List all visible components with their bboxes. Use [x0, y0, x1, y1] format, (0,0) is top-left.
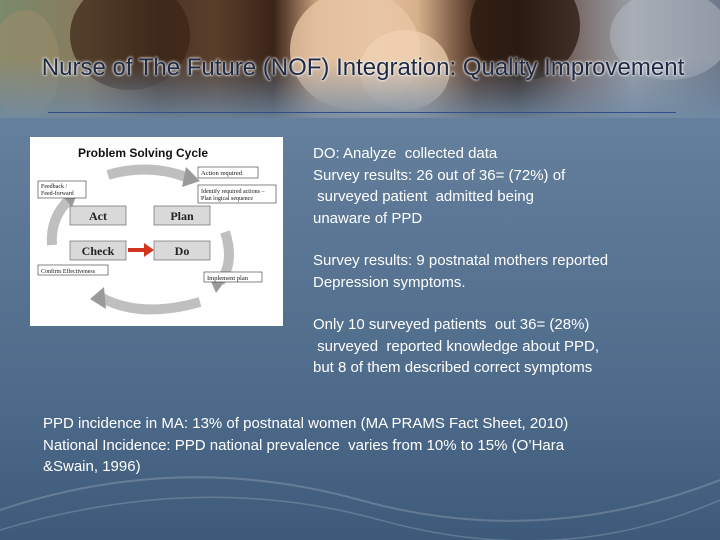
problem-solving-cycle-diagram: Problem Solving Cycle Act Plan Check Do — [30, 137, 283, 326]
text-line: &Swain, 1996) — [43, 458, 141, 475]
label-implement: Implement plan — [207, 275, 249, 282]
text-line: surveyed patient admitted being — [313, 188, 534, 205]
cycle-diagram-svg: Problem Solving Cycle Act Plan Check Do — [37, 146, 277, 315]
label-box-implement — [203, 271, 263, 283]
label-feedback-line1: Feedback / — [41, 184, 67, 190]
label-box-confirm — [37, 264, 109, 276]
stage-act-label: Act — [89, 209, 107, 223]
label-box-action-required — [197, 166, 259, 179]
text-line: Survey results: 26 out of 36= (72%) of — [313, 166, 566, 184]
text-line: Survey results: 9 postnatal mothers repo… — [313, 252, 609, 269]
label-identify-line1: Identify required actions – — [201, 188, 265, 195]
body-text: DO: Analyze collected data Survey result… — [313, 143, 703, 400]
stage-do-label: Do — [175, 244, 190, 258]
stage-check-box — [69, 240, 127, 261]
text-line: but 8 of them described correct symptoms — [313, 359, 593, 376]
diagram-heading: Problem Solving Cycle — [78, 146, 208, 160]
arrow-head-plan — [182, 167, 200, 187]
text-line: Depression symptoms. — [313, 273, 466, 291]
decorative-swirl — [0, 476, 720, 540]
header-photo-collage — [0, 0, 720, 118]
stage-plan-box — [153, 205, 211, 226]
label-confirm: Confirm Effectiveness — [41, 268, 96, 275]
slide-title: Nurse of The Future (NOF) Integration: Q… — [41, 54, 685, 81]
text-line: DO: Analyze collected data — [313, 145, 498, 162]
stage-do-box — [153, 240, 211, 261]
text-line: unaware of PPD — [313, 209, 423, 227]
label-box-identify — [197, 184, 277, 204]
text-line: Only 10 surveyed patients out 36= (28%) — [313, 316, 590, 333]
paragraph-knowledge: Only 10 surveyed patients out 36= (28%) … — [313, 314, 703, 379]
text-line: surveyed reported knowledge about PPD, — [313, 337, 600, 355]
paragraph-analysis: DO: Analyze collected data Survey result… — [313, 143, 703, 229]
arrow-head-check — [90, 287, 106, 309]
label-identify-line2: Plan logical sequence — [201, 196, 253, 202]
text-line: National Incidence: PPD national prevale… — [43, 436, 565, 454]
stage-act-box — [69, 205, 127, 226]
title-divider — [48, 112, 676, 113]
label-action-required: Action required — [201, 170, 243, 177]
arrow-do-to-check — [97, 292, 202, 315]
label-feedback-line2: Feed-forward — [41, 190, 74, 197]
text-line: PPD incidence in MA: 13% of postnatal wo… — [43, 415, 569, 432]
incidence-text: PPD incidence in MA: 13% of postnatal wo… — [43, 413, 703, 478]
arrow-check-to-act — [46, 195, 74, 246]
stage-plan-label: Plan — [170, 209, 194, 223]
arrow-act-to-plan — [106, 164, 188, 182]
stage-check-label: Check — [82, 244, 115, 258]
paragraph-depression: Survey results: 9 postnatal mothers repo… — [313, 250, 703, 293]
red-arrow-head — [144, 243, 154, 257]
label-box-feedback — [37, 180, 87, 199]
